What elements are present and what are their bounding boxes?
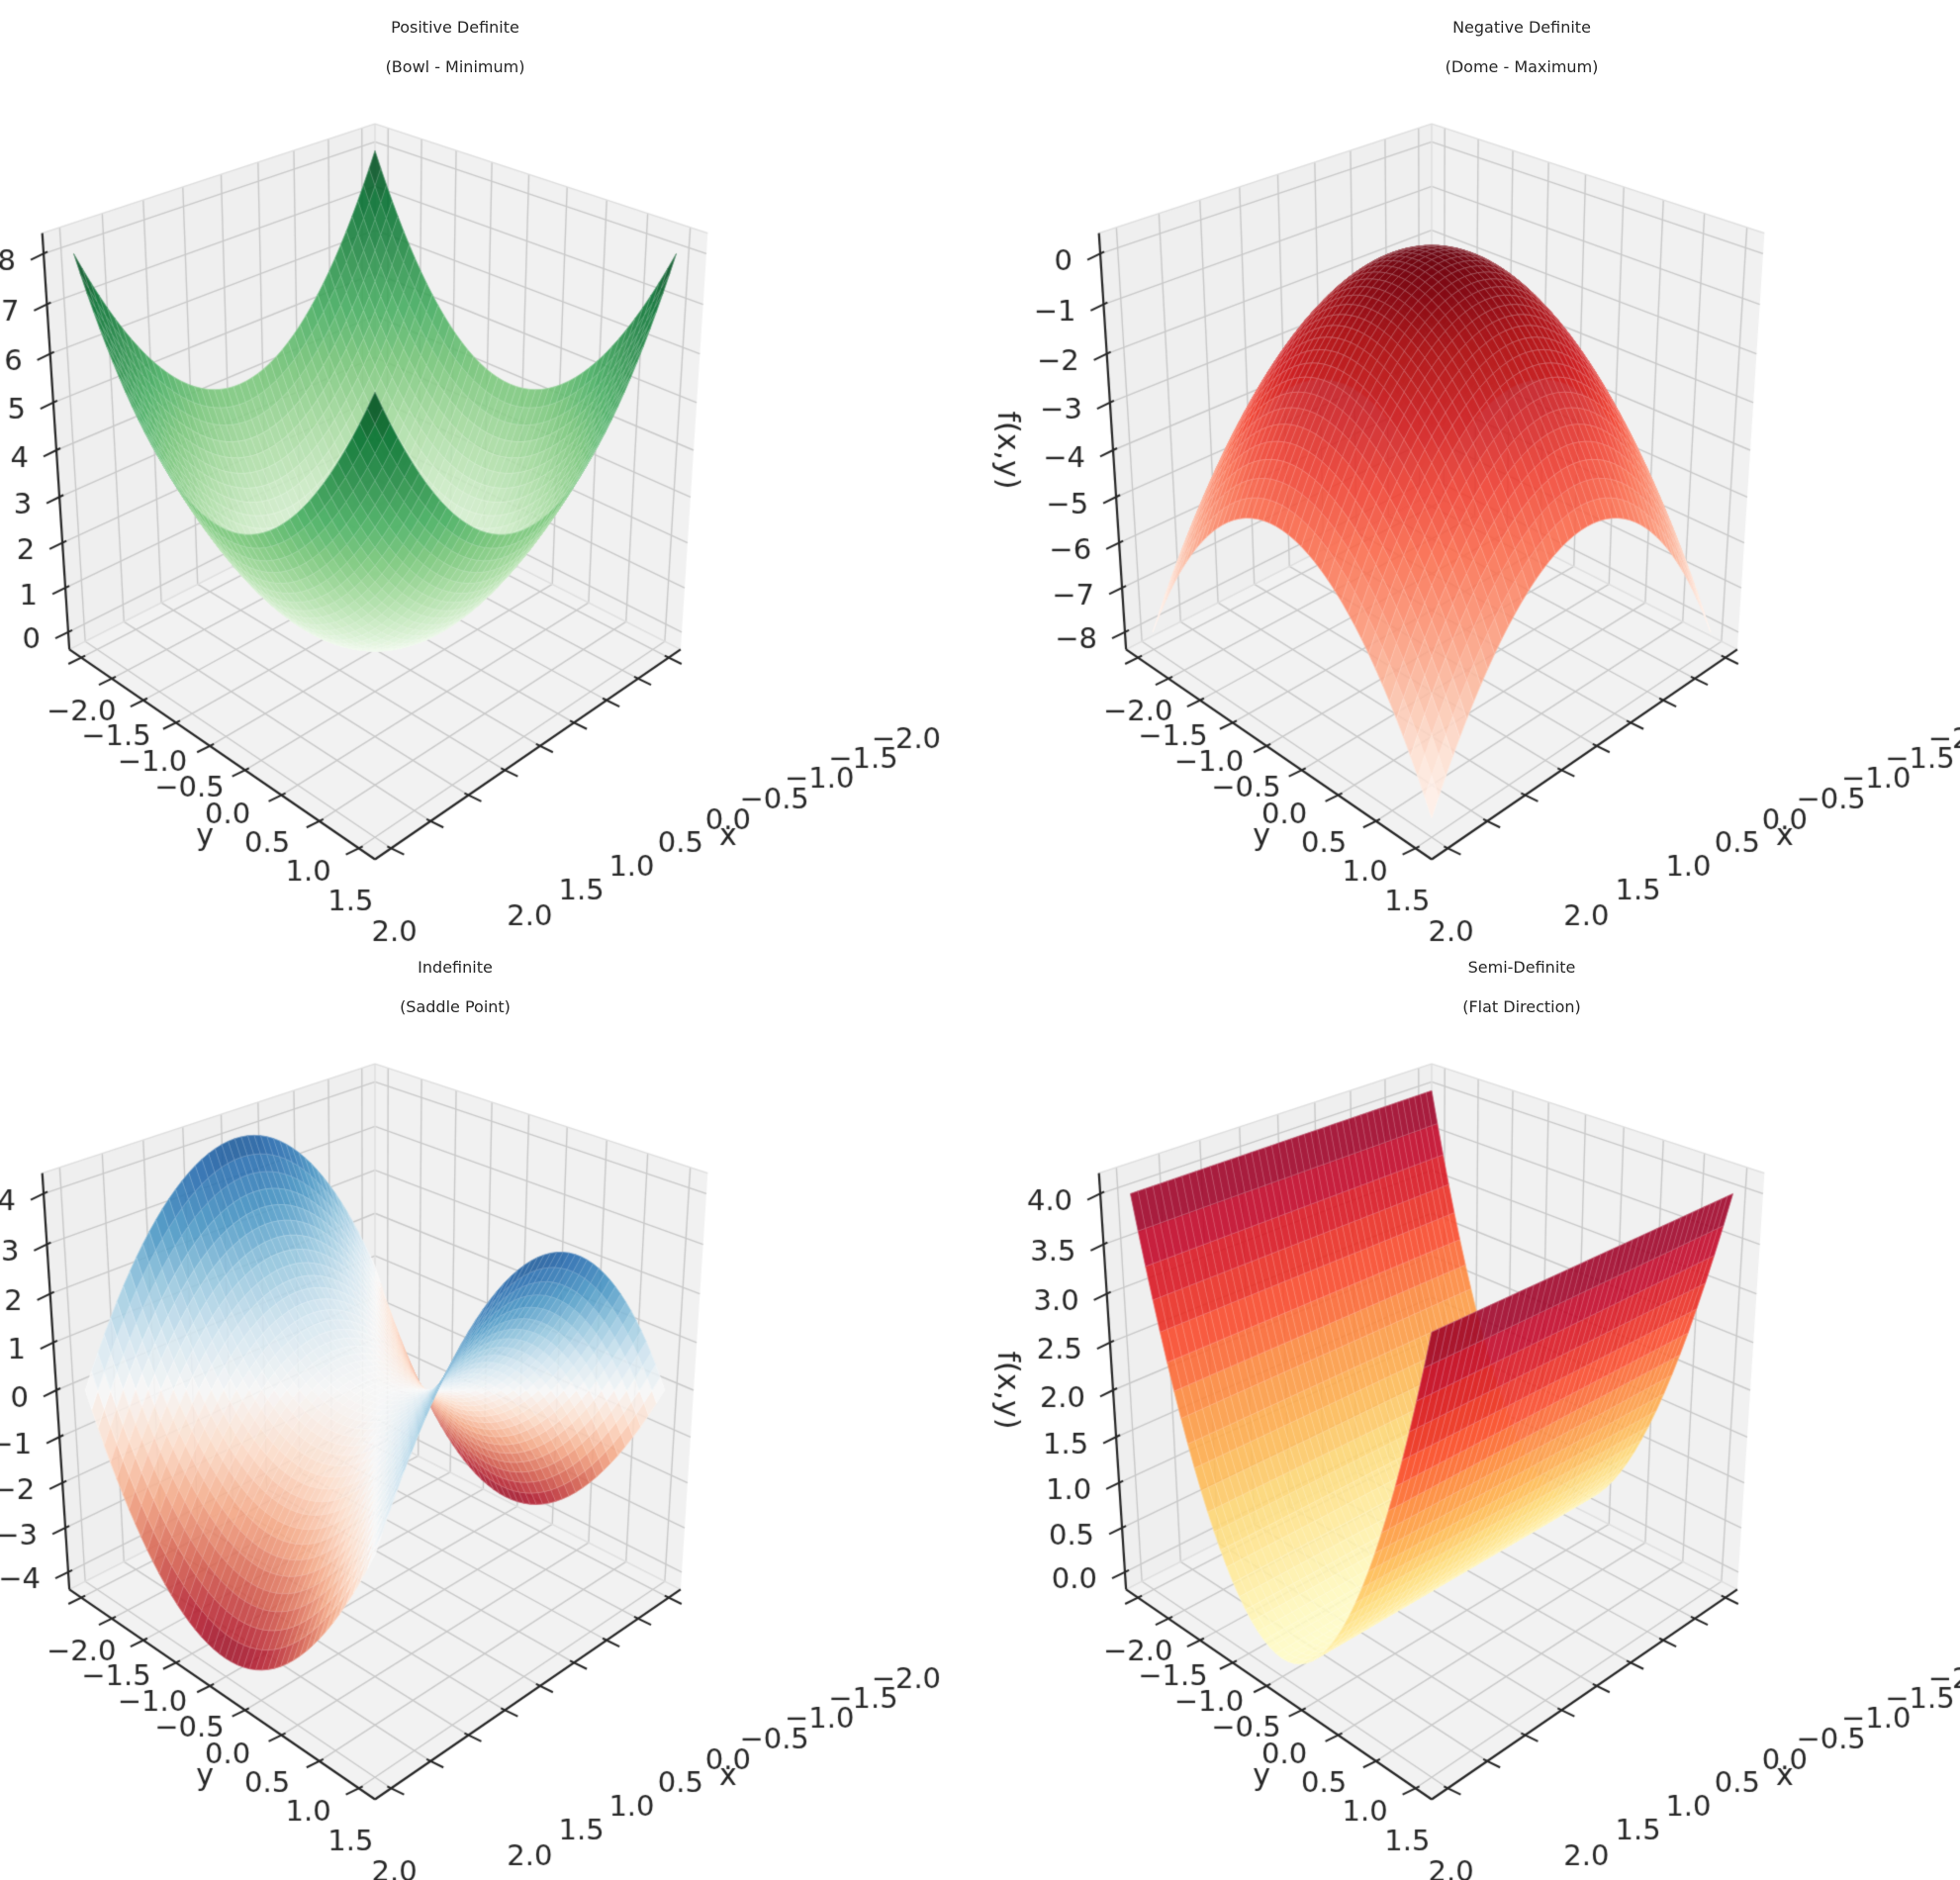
title-line-2: (Saddle Point) [400,997,511,1016]
panel-title-positive-definite: Positive Definite (Bowl - Minimum) [49,8,861,87]
panel-title-indefinite: Indefinite (Saddle Point) [49,948,861,1027]
title-line-1: Positive Definite [391,18,519,37]
title-line-1: Indefinite [418,958,493,977]
title-line-1: Semi-Definite [1467,958,1576,977]
title-line-2: (Dome - Maximum) [1445,57,1599,76]
title-line-1: Negative Definite [1452,18,1591,37]
title-line-2: (Flat Direction) [1462,997,1581,1016]
panel-title-negative-definite: Negative Definite (Dome - Maximum) [1116,8,1927,87]
panel-title-semi-definite: Semi-Definite (Flat Direction) [1116,948,1927,1027]
title-line-2: (Bowl - Minimum) [385,57,525,76]
